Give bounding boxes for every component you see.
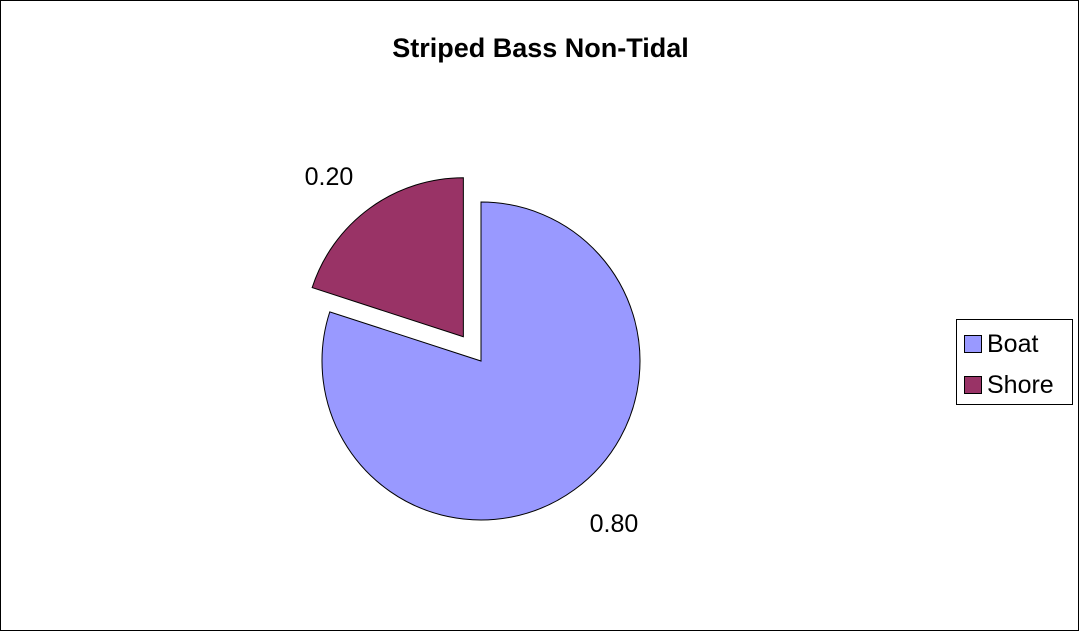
data-label-shore: 0.20 [305,163,354,191]
legend-swatch-shore [964,376,982,394]
legend-label-shore: Shore [987,370,1054,399]
pie-slices [311,177,641,521]
chart-title: Striped Bass Non-Tidal [392,33,689,63]
pie-slice-boat [321,201,641,521]
data-label-boat: 0.80 [590,510,639,538]
legend-item-boat: Boat [964,330,1038,358]
legend-label-boat: Boat [987,329,1039,358]
pie-slice-shore [311,177,464,338]
legend: Boat Shore [956,319,1073,405]
legend-item-shore: Shore [964,371,1054,399]
legend-swatch-boat [964,335,982,353]
